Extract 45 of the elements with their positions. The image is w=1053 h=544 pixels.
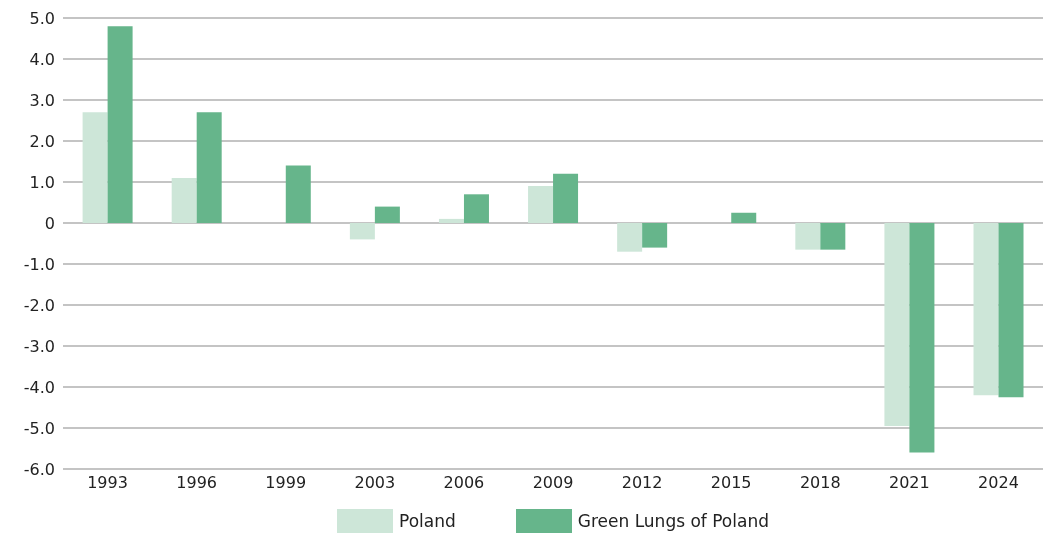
x-tick-label: 2024 <box>978 473 1019 493</box>
y-tick-label: 0 <box>44 213 55 233</box>
bar <box>973 223 999 396</box>
bar <box>795 223 821 250</box>
y-tick-label: -1.0 <box>23 254 55 274</box>
bar <box>909 223 935 453</box>
x-tick-label: 2012 <box>621 473 663 493</box>
x-tick-label: 2018 <box>799 473 841 493</box>
y-tick-label: -3.0 <box>23 336 55 356</box>
bar <box>731 212 757 223</box>
legend-label: Green Lungs of Poland <box>577 511 769 531</box>
y-tick-label: -4.0 <box>23 377 55 397</box>
y-tick-label: 2.0 <box>29 131 55 151</box>
bar <box>617 223 643 252</box>
x-tick-label: 1996 <box>176 473 217 493</box>
y-tick-label: 4.0 <box>29 49 55 69</box>
bar <box>171 177 197 223</box>
x-tick-label: 2006 <box>443 473 485 493</box>
bar <box>438 218 464 223</box>
x-tick-label: 2003 <box>354 473 396 493</box>
bar <box>107 26 133 223</box>
bar <box>884 223 910 426</box>
bar <box>349 223 375 240</box>
bar <box>82 112 108 223</box>
x-tick-label: 1993 <box>87 473 128 493</box>
bar <box>285 165 311 223</box>
bar <box>820 223 846 250</box>
x-tick-label: 1999 <box>265 473 307 493</box>
x-tick-label: 2009 <box>532 473 574 493</box>
bar <box>553 173 579 223</box>
y-tick-label: 1.0 <box>29 172 55 192</box>
y-tick-label: -2.0 <box>23 295 55 315</box>
bar <box>196 112 222 223</box>
y-tick-label: 5.0 <box>29 8 55 28</box>
bar <box>374 206 400 223</box>
legend-label: Poland <box>399 511 456 531</box>
bar <box>528 186 554 223</box>
bar <box>998 223 1024 398</box>
x-tick-label: 2015 <box>710 473 752 493</box>
x-tick-label: 2021 <box>889 473 930 493</box>
y-tick-label: -5.0 <box>23 418 55 438</box>
y-tick-label: 3.0 <box>29 90 55 110</box>
y-tick-label: -6.0 <box>23 459 55 479</box>
bar <box>642 223 668 248</box>
bar <box>463 194 489 223</box>
